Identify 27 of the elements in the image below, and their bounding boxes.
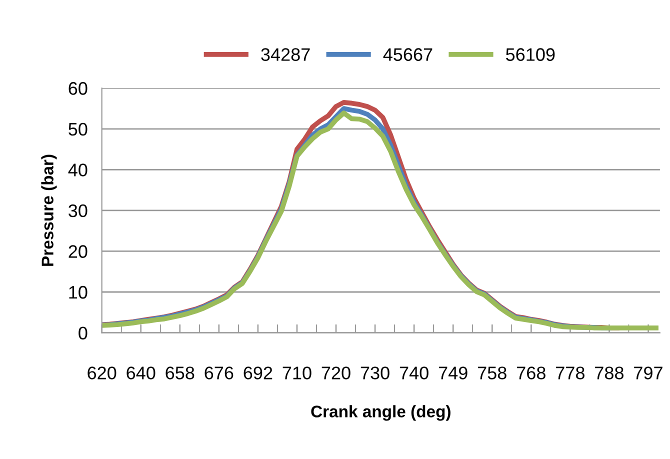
y-axis-title: Pressure (bar)	[41, 154, 57, 266]
legend-label: 56109	[506, 48, 555, 61]
x-tick-label: 640	[126, 366, 156, 380]
x-tick-label: 720	[322, 366, 350, 380]
x-tick-label: 758	[478, 366, 506, 380]
x-tick-label: 658	[166, 366, 194, 380]
y-tick-label: 30	[68, 204, 88, 218]
x-tick-label: 768	[517, 366, 546, 380]
x-axis-title: Crank angle (deg)	[311, 405, 450, 421]
y-tick-label: 40	[68, 164, 88, 176]
x-tick-label: 692	[244, 366, 272, 380]
x-tick-label: 797	[634, 366, 662, 380]
x-tick-label: 730	[360, 366, 390, 380]
x-tick-label: 740	[400, 366, 428, 380]
x-tick-label: 620	[88, 366, 116, 380]
x-tick-label: 778	[556, 366, 584, 380]
y-tick-label: 60	[68, 82, 88, 95]
x-tick-label: 788	[595, 366, 624, 380]
y-tick-label: 0	[78, 326, 88, 340]
x-tick-label: 749	[438, 366, 468, 380]
y-tick-label: 50	[68, 122, 88, 136]
y-tick-label: 20	[68, 245, 88, 258]
legend-label: 34287	[261, 48, 310, 61]
legend-label: 45667	[383, 48, 432, 61]
y-tick-label: 10	[69, 286, 88, 299]
x-tick-label: 710	[282, 366, 312, 380]
x-tick-label: 676	[204, 366, 234, 380]
